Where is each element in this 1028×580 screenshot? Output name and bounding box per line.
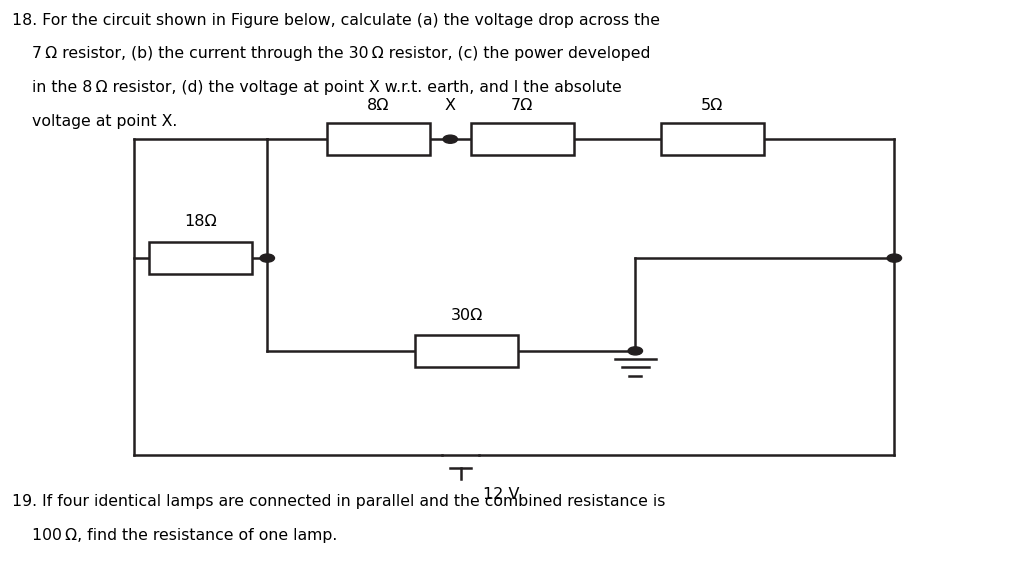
Text: voltage at point X.: voltage at point X. <box>12 114 178 129</box>
Circle shape <box>260 254 274 262</box>
Circle shape <box>628 347 642 355</box>
Text: 5Ω: 5Ω <box>701 97 724 113</box>
Bar <box>471 123 574 155</box>
Text: 30Ω: 30Ω <box>450 308 483 323</box>
Bar <box>415 335 518 367</box>
Circle shape <box>443 135 457 143</box>
Text: 7 Ω resistor, (b) the current through the 30 Ω resistor, (c) the power developed: 7 Ω resistor, (b) the current through th… <box>12 46 651 61</box>
Text: 19. If four identical lamps are connected in parallel and the combined resistanc: 19. If four identical lamps are connecte… <box>12 494 666 509</box>
Bar <box>149 242 252 274</box>
Text: 18. For the circuit shown in Figure below, calculate (a) the voltage drop across: 18. For the circuit shown in Figure belo… <box>12 13 660 28</box>
Text: in the 8 Ω resistor, (d) the voltage at point X w.r.t. earth, and I the absolute: in the 8 Ω resistor, (d) the voltage at … <box>12 80 622 95</box>
Text: 8Ω: 8Ω <box>367 97 390 113</box>
Text: 7Ω: 7Ω <box>511 97 534 113</box>
Bar <box>327 123 430 155</box>
Text: 100 Ω, find the resistance of one lamp.: 100 Ω, find the resistance of one lamp. <box>12 528 338 543</box>
Text: 12 V: 12 V <box>483 487 520 502</box>
Bar <box>661 123 764 155</box>
Text: 18Ω: 18Ω <box>184 214 217 229</box>
Text: X: X <box>445 97 455 113</box>
Circle shape <box>887 254 902 262</box>
